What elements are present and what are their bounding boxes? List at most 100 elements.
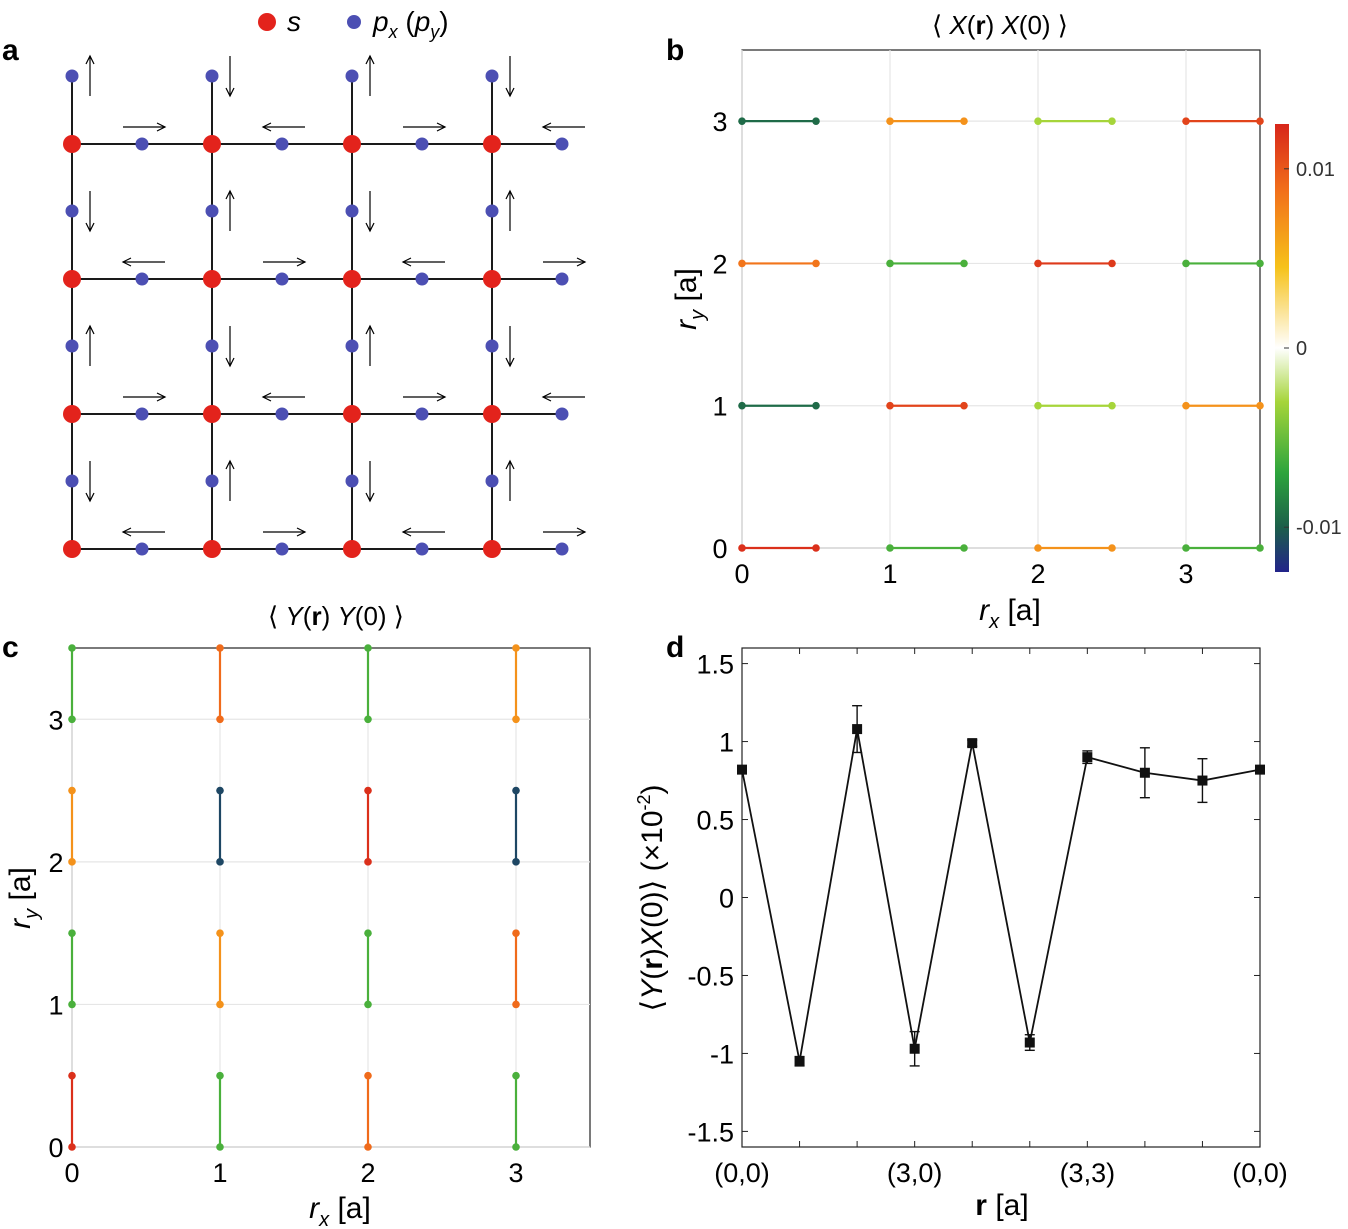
y-tick-label: 1 — [719, 728, 734, 758]
bond-end-dot — [738, 401, 746, 410]
y-tick-label: 1 — [48, 990, 63, 1020]
spin-arrow-head — [505, 459, 515, 470]
panel-c-title: ⟨ Y(r) Y(0) ⟩ — [268, 601, 404, 631]
spin-arrow-head — [156, 392, 167, 402]
p-site — [555, 542, 569, 556]
spin-arrow-head — [121, 527, 132, 537]
bond-end-dot — [68, 858, 76, 866]
bond-end-dot — [216, 858, 224, 866]
spin-arrow-head — [365, 324, 375, 335]
y-tick-label: 3 — [712, 107, 727, 137]
bond-end-dot — [364, 786, 372, 795]
panel-label-c: c — [2, 631, 19, 664]
spin-arrow-head — [225, 189, 235, 200]
bond-end-dot — [364, 644, 372, 652]
y-tick-label: -1.5 — [687, 1117, 734, 1147]
bond-end-dot — [512, 786, 520, 795]
legend-s-label: s — [287, 6, 301, 37]
spin-arrow-head — [225, 87, 235, 98]
x-tick-label: 3 — [1178, 559, 1193, 589]
s-site — [203, 270, 221, 288]
p-site — [485, 474, 499, 488]
data-point — [1197, 775, 1208, 786]
panel-b-axes-box — [741, 49, 1261, 549]
x-tick-label: (0,0) — [714, 1158, 770, 1188]
bond-end-dot — [1034, 544, 1042, 552]
spin-arrow-head — [541, 122, 552, 132]
x-tick-label: 2 — [1030, 559, 1045, 589]
x-tick-label: 2 — [360, 1158, 375, 1188]
spin-arrow-head — [365, 222, 375, 233]
p-site — [205, 69, 219, 83]
panel-label-b: b — [666, 34, 684, 67]
p-site — [345, 69, 359, 83]
p-site — [135, 137, 149, 151]
bond-end-dot — [512, 644, 520, 652]
bond-end-dot — [738, 544, 746, 552]
bond-end-dot — [364, 929, 372, 937]
spin-arrow-head — [121, 257, 132, 267]
spin-arrow-head — [261, 392, 272, 402]
bond-end-dot — [886, 544, 894, 552]
p-site — [275, 137, 289, 151]
bond-end-dot — [1108, 117, 1116, 125]
y-tick-label: 3 — [48, 705, 63, 735]
p-site — [205, 474, 219, 488]
bond-end-dot — [960, 544, 968, 552]
s-site — [63, 270, 81, 288]
s-site — [343, 135, 361, 153]
spin-arrow-head — [541, 392, 552, 402]
spin-arrow-head — [505, 87, 515, 98]
panel-d-xlabel: r [a] — [975, 1189, 1028, 1222]
s-site — [343, 540, 361, 558]
panel-label-d: d — [666, 631, 684, 664]
bond-end-dot — [216, 786, 224, 795]
bond-end-dot — [68, 1071, 76, 1080]
s-site — [203, 540, 221, 558]
spin-arrow-head — [436, 392, 447, 402]
panel-c-axes-box — [71, 647, 591, 1148]
bond-end-dot — [216, 644, 224, 652]
spin-arrow-head — [261, 122, 272, 132]
colorbar-tick-label: -0.01 — [1296, 517, 1342, 539]
panel-label-a: a — [2, 34, 19, 67]
s-site — [483, 405, 501, 423]
y-tick-label: 1.5 — [696, 650, 734, 680]
bond-end-dot — [1182, 259, 1190, 268]
panel-c-heatmap: ⟨ Y(r) Y(0) ⟩ 0 1 2 3 0 1 2 3 rx [a] ry [a] — [4, 601, 591, 1229]
p-site — [415, 272, 429, 286]
data-point — [1139, 767, 1150, 778]
bond-end-dot — [216, 1143, 224, 1151]
bond-end-dot — [812, 544, 820, 552]
p-site — [345, 339, 359, 353]
x-tick-label: 3 — [508, 1158, 523, 1188]
panel-d-line: 1.5 1 0.5 0 -0.5 -1 -1.5 (0,0) (3,0) (3,3) (0,0) r… — [634, 647, 1288, 1222]
y-tick-label: 0.5 — [696, 806, 734, 836]
legend-p-label: px (py) — [372, 6, 449, 42]
p-site — [65, 474, 79, 488]
bond-end-dot — [1182, 117, 1190, 125]
spin-arrow-head — [365, 54, 375, 65]
s-site — [63, 405, 81, 423]
x-tick-label: (3,3) — [1060, 1158, 1116, 1188]
spin-arrow-head — [505, 189, 515, 200]
lattice-legend: s px (py) — [258, 6, 449, 42]
data-point — [967, 738, 978, 749]
y-tick-label: 2 — [712, 249, 727, 279]
s-site — [203, 135, 221, 153]
spin-arrow-head — [85, 324, 95, 335]
bond-end-dot — [1256, 401, 1264, 410]
bond-end-dot — [512, 929, 520, 937]
bond-end-dot — [216, 1071, 224, 1080]
p-site — [555, 137, 569, 151]
data-point — [794, 1056, 805, 1067]
p-site — [485, 69, 499, 83]
spin-arrow-head — [576, 257, 587, 267]
bond-end-dot — [364, 715, 372, 724]
bond-end-dot — [886, 117, 894, 125]
x-tick-label: (3,0) — [887, 1158, 943, 1188]
spin-arrow-head — [225, 459, 235, 470]
colorbar — [1275, 124, 1289, 572]
y-tick-label: 1 — [712, 392, 727, 422]
